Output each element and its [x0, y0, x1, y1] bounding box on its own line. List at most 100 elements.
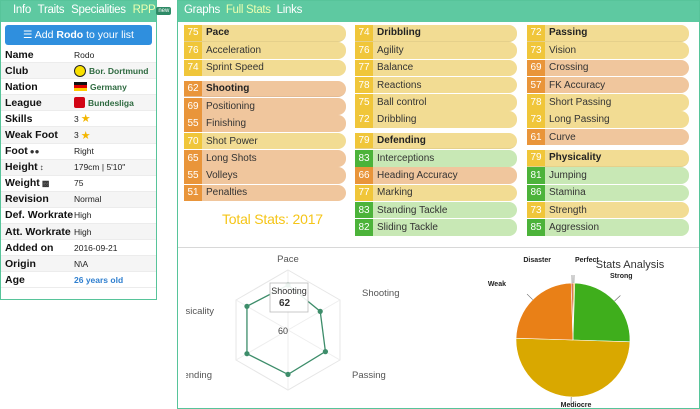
stat-value: 86 — [527, 184, 545, 202]
radar-axis-label: Physicality — [186, 306, 214, 317]
stat-value: 55 — [184, 115, 202, 132]
info-label: Added on — [5, 241, 54, 254]
info-row-club: Club Bor. Dortmund — [1, 63, 156, 80]
tab-traits[interactable]: Traits — [37, 4, 65, 16]
radar-axis-label: Passing — [352, 370, 386, 381]
info-label: Def. Workrate — [5, 209, 74, 222]
stat-row-curve: 61 Curve — [527, 128, 689, 146]
pie-slice-strong — [572, 282, 631, 343]
stat-value: 65 — [184, 150, 202, 167]
stat-row-sliding-tackle: 82 Sliding Tackle — [355, 219, 517, 236]
info-label: Weak Foot — [5, 129, 58, 142]
radar-axis-label: Defending — [186, 370, 212, 381]
stat-row-acceleration: 76 Acceleration — [184, 42, 346, 59]
stat-name: Jumping — [549, 170, 587, 182]
info-label: Att. Workrate — [5, 225, 71, 238]
stat-value: 77 — [355, 184, 373, 202]
footprints-icon: ●● — [29, 147, 40, 157]
stat-row-finishing: 55 Finishing — [184, 115, 346, 132]
stat-row-aggression: 85 Aggression — [527, 219, 689, 236]
list-add-icon: ☰ — [23, 29, 33, 41]
right-tab-bar: Graphs Full Stats Links — [178, 1, 699, 22]
tab-rpp-label: RPP — [132, 4, 156, 16]
pie-title: Stats Analysis — [596, 259, 665, 271]
info-value: Normal — [74, 194, 102, 205]
stat-row-volleys: 55 Volleys — [184, 167, 346, 184]
stat-value: 75 — [184, 25, 202, 41]
tab-graphs[interactable]: Graphs — [184, 4, 220, 16]
tab-links[interactable]: Links — [276, 4, 303, 16]
info-value: 179cm | 5'10" — [74, 162, 126, 173]
stat-name: Agility — [377, 45, 404, 57]
stat-row-positioning: 69 Positioning — [184, 98, 346, 115]
stat-name: Reactions — [377, 79, 422, 91]
foot-label: Foot — [5, 145, 28, 158]
stat-value: 57 — [527, 76, 545, 94]
stat-group-dribbling: 74 Dribbling — [355, 25, 517, 42]
stat-value: 78 — [355, 76, 373, 94]
info-label: Club — [5, 64, 29, 77]
stat-name: Long Passing — [549, 114, 610, 126]
bundesliga-logo-icon — [74, 97, 85, 109]
star-icon: ★ — [80, 129, 91, 142]
stat-value: 51 — [184, 184, 202, 202]
club-crest-icon — [74, 64, 86, 77]
radar-tooltip-value: 62 — [279, 298, 291, 309]
stat-group-shooting: 62 Shooting — [184, 80, 346, 98]
stat-name: Shooting — [206, 83, 250, 95]
info-value[interactable]: Germany — [74, 82, 156, 92]
info-value: Rodo — [74, 49, 95, 60]
scale-icon: ▩ — [41, 179, 50, 189]
info-value: 75 — [74, 178, 84, 189]
stat-name: Physicality — [549, 152, 602, 164]
stats-column-3: 72 Passing 73 Vision 69 Crossing 57 FK Accuracy… — [527, 25, 689, 237]
info-row-origin: Origin N\A — [1, 256, 156, 273]
info-row-nation: Nation Germany — [1, 79, 156, 96]
stat-row-reactions: 78 Reactions — [355, 76, 517, 94]
radar-axis-label: Shooting — [362, 288, 400, 299]
stat-row-shot-power: 70 Shot Power — [184, 132, 346, 150]
stat-row-stamina: 86 Stamina — [527, 184, 689, 202]
tab-rpp[interactable]: RPP new — [133, 4, 176, 16]
stat-row-interceptions: 83 Interceptions — [355, 150, 517, 167]
radar-axis-line — [235, 299, 289, 331]
new-badge: new — [156, 7, 172, 15]
info-row-def-workrate: Def. Workrate High — [1, 208, 156, 225]
radar-axis-label: Pace — [277, 254, 299, 265]
league-link[interactable]: Bundesliga — [88, 97, 134, 108]
radar-chart: Pace Shooting Passing Dribbling Defending Phy… — [186, 254, 400, 408]
stat-row-vision: 73 Vision — [527, 42, 689, 59]
tab-info[interactable]: Info — [13, 4, 31, 16]
stat-value: 72 — [355, 111, 373, 128]
stats-column-1: 75 Pace 76 Acceleration 74 Sprint Speed 62 Shoo… — [184, 25, 346, 202]
stat-row-balance: 77 Balance — [355, 59, 517, 77]
stat-name: Shot Power — [206, 135, 258, 147]
tab-full-stats[interactable]: Full Stats — [225, 4, 271, 16]
left-tab-bar: Info Traits Specialities RPP new — [1, 1, 172, 22]
stat-name: Ball control — [377, 96, 427, 108]
info-value[interactable]: Bundesliga — [74, 97, 156, 109]
pie-slice-label: Disaster — [523, 257, 551, 264]
info-row-name: Name Rodo — [1, 47, 156, 64]
add-button-suffix: to your list — [83, 29, 134, 41]
stat-name: Positioning — [206, 100, 255, 112]
add-button-player-name: Rodo — [56, 29, 84, 41]
skills-value: 3 — [74, 113, 79, 124]
info-value: 2016-09-21 — [74, 242, 118, 253]
info-label: Nation — [5, 80, 38, 93]
info-row-weak-foot: Weak Foot 3 ★ — [1, 127, 156, 144]
info-value[interactable]: Bor. Dortmund — [74, 64, 156, 77]
stat-name: Balance — [377, 62, 414, 74]
stat-row-long-passing: 73 Long Passing — [527, 111, 689, 128]
info-table: Name Rodo Club Bor. Dortmund Nation Germ… — [1, 47, 156, 289]
info-value: 3 ★ — [74, 129, 156, 142]
stat-value: 62 — [184, 80, 202, 97]
stat-row-penalties: 51 Penalties — [184, 184, 346, 202]
tab-specialities[interactable]: Specialities — [71, 4, 126, 16]
stat-name: Defending — [377, 135, 426, 147]
stat-name: Stamina — [549, 187, 586, 199]
club-link[interactable]: Bor. Dortmund — [89, 65, 149, 76]
add-to-list-button[interactable]: ☰ Add Rodo to your list — [5, 25, 152, 45]
nation-link[interactable]: Germany — [90, 81, 127, 92]
stat-name: Strength — [549, 204, 587, 216]
